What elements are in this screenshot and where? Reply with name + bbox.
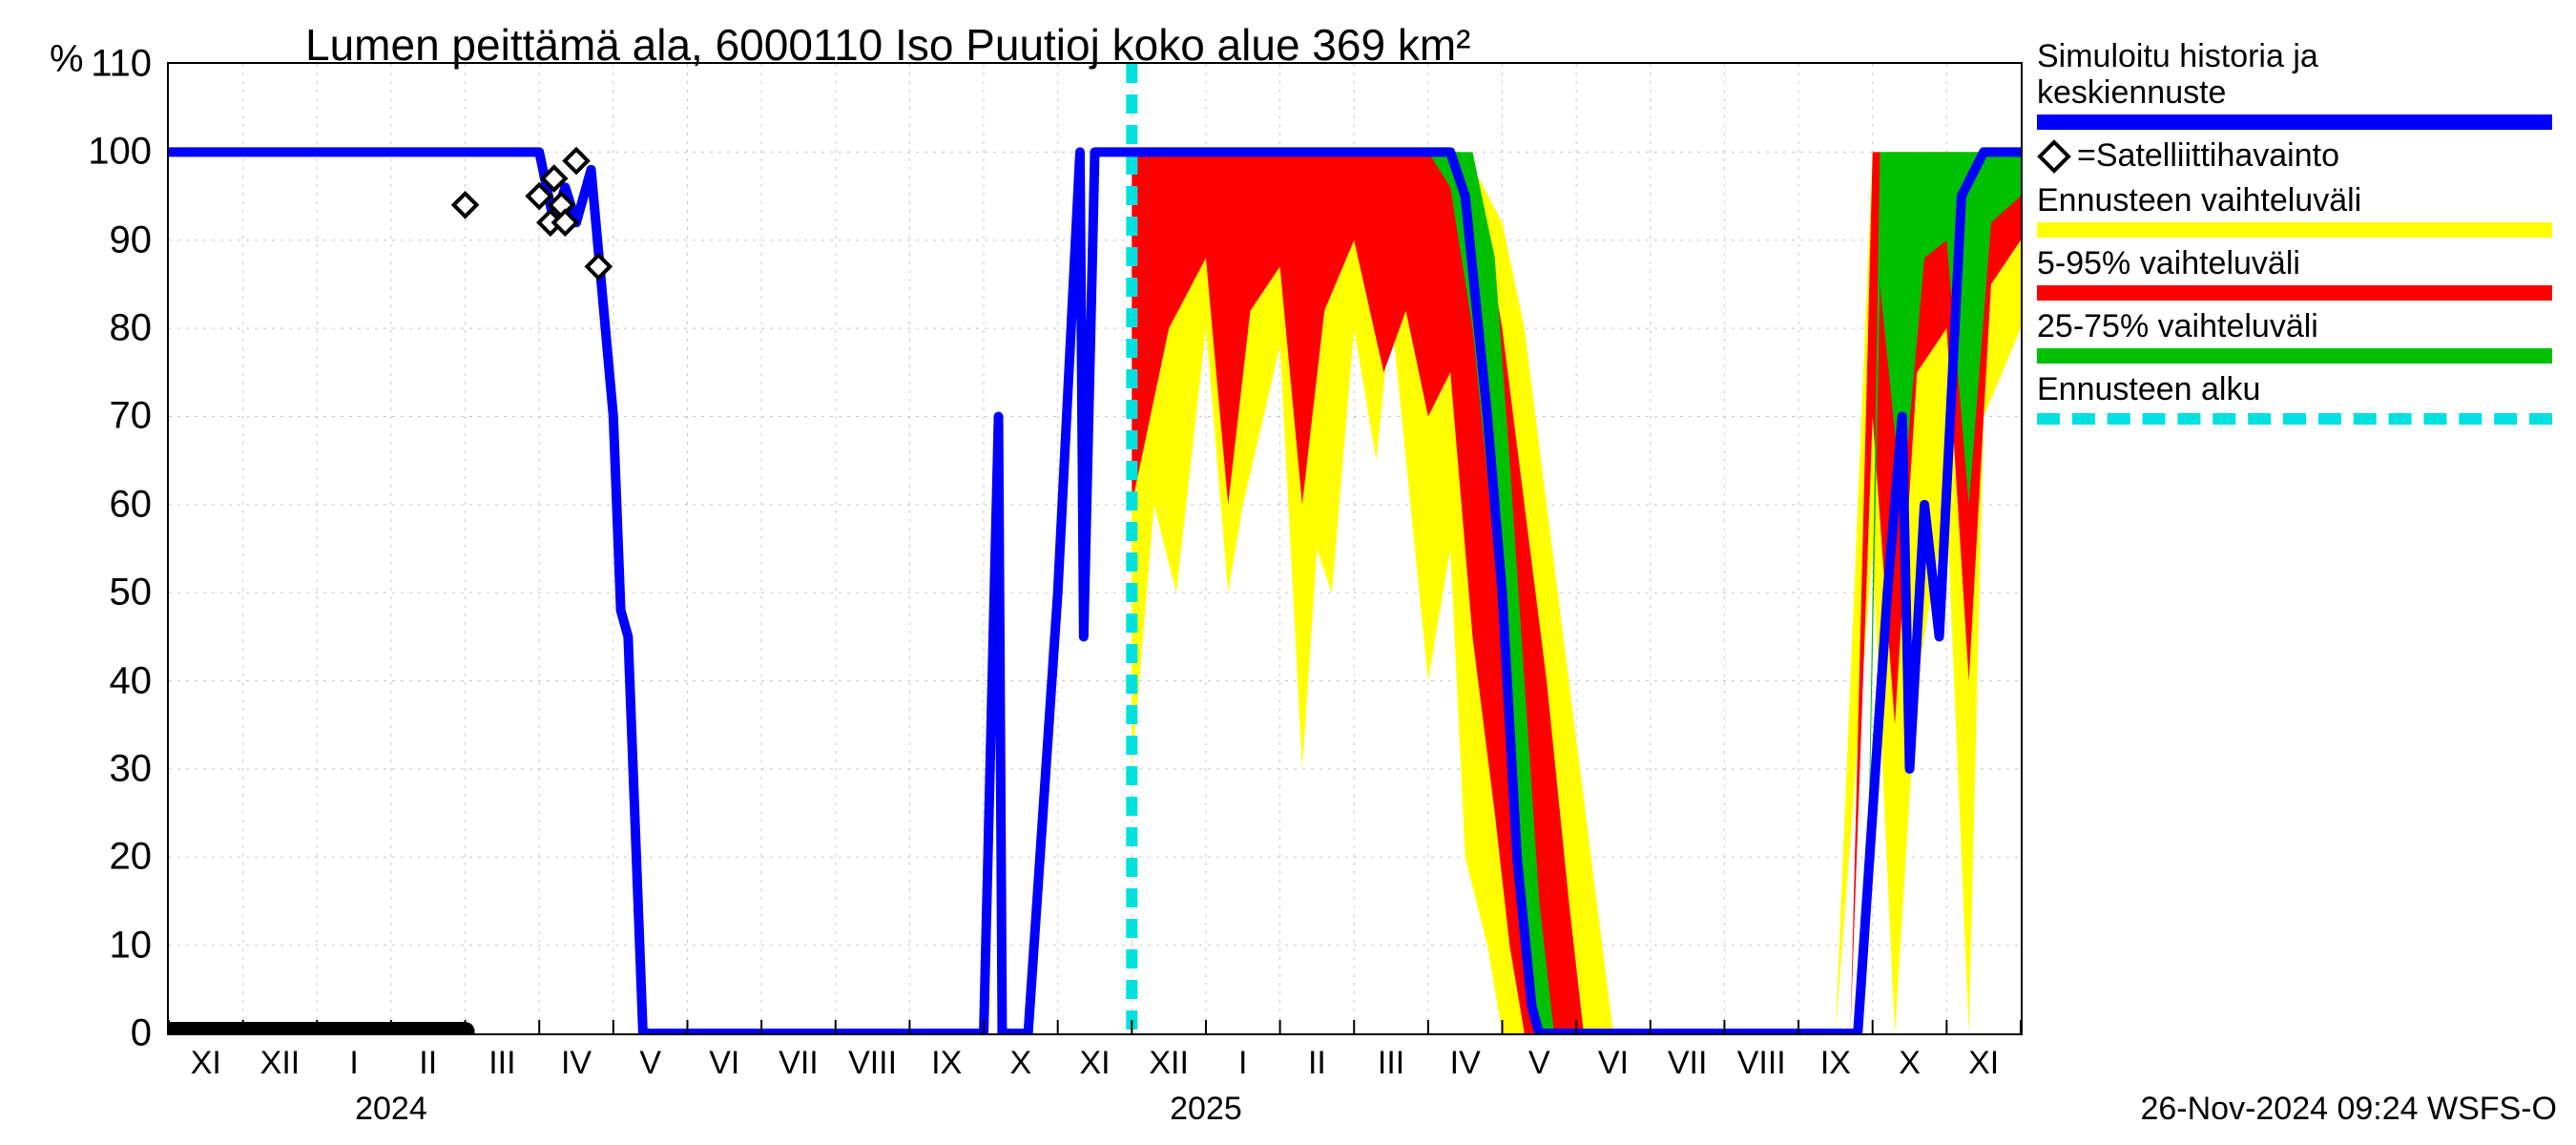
legend-range-25-75-label: 25-75% vaihteluväli — [2037, 308, 2571, 344]
x-tick: XII — [260, 1045, 301, 1082]
legend-range-25-75-swatch — [2037, 348, 2552, 364]
x-tick: XII — [1149, 1045, 1189, 1082]
legend-range-5-95: 5-95% vaihteluväli — [2037, 245, 2571, 301]
x-year-label: 2025 — [1170, 1091, 1242, 1128]
legend-start-swatch — [2037, 413, 2552, 425]
x-tick: IX — [931, 1045, 962, 1082]
x-year-label: 2024 — [355, 1091, 427, 1128]
x-tick: III — [488, 1045, 515, 1082]
snow-cover-chart-container: Lumen peittämä ala, 6000110 Iso Puutioj … — [0, 0, 2576, 1145]
x-tick: I — [349, 1045, 358, 1082]
plot-svg — [169, 64, 2021, 1033]
x-tick: VII — [779, 1045, 819, 1082]
x-tick: II — [1308, 1045, 1326, 1082]
y-tick: 30 — [110, 747, 153, 790]
footer-timestamp: 26-Nov-2024 09:24 WSFS-O — [2140, 1091, 2557, 1128]
x-tick: IV — [1450, 1045, 1481, 1082]
x-tick: I — [1238, 1045, 1247, 1082]
y-tick: 100 — [88, 131, 152, 174]
legend-sim: Simuloitu historia ja keskiennuste — [2037, 38, 2571, 130]
x-tick: IX — [1820, 1045, 1851, 1082]
y-tick: 60 — [110, 483, 153, 526]
diamond-icon — [2037, 139, 2071, 174]
x-tick: III — [1378, 1045, 1404, 1082]
x-tick: V — [1528, 1045, 1550, 1082]
x-tick: XI — [1968, 1045, 1999, 1082]
x-tick: VII — [1668, 1045, 1708, 1082]
x-tick: VIII — [1737, 1045, 1786, 1082]
legend-range-full-swatch — [2037, 222, 2552, 238]
x-tick: IV — [561, 1045, 592, 1082]
x-tick: VI — [709, 1045, 739, 1082]
legend-sim-label: Simuloitu historia ja keskiennuste — [2037, 38, 2571, 111]
x-tick: X — [1899, 1045, 1921, 1082]
y-tick: 110 — [91, 43, 152, 86]
y-tick: 70 — [110, 395, 153, 438]
x-tick: XI — [191, 1045, 221, 1082]
x-tick: VI — [1598, 1045, 1629, 1082]
y-tick: 20 — [110, 836, 153, 879]
legend-range-full-label: Ennusteen vaihteluväli — [2037, 182, 2571, 219]
y-tick: 90 — [110, 219, 153, 261]
y-tick: 0 — [131, 1012, 152, 1055]
plot-area: 0102030405060708090100110XIXIIIIIIIIIVVV… — [167, 62, 2023, 1035]
x-tick: VIII — [848, 1045, 897, 1082]
legend-range-25-75: 25-75% vaihteluväli — [2037, 308, 2571, 364]
y-tick: 50 — [110, 572, 153, 614]
legend: Simuloitu historia ja keskiennuste =Sate… — [2037, 38, 2571, 432]
legend-start: Ennusteen alku — [2037, 371, 2571, 425]
legend-sat-label: =Satelliittihavainto — [2077, 137, 2339, 175]
x-tick: XI — [1079, 1045, 1110, 1082]
legend-range-5-95-swatch — [2037, 285, 2552, 301]
y-tick: 10 — [110, 924, 153, 967]
legend-start-label: Ennusteen alku — [2037, 371, 2571, 407]
x-tick: II — [419, 1045, 437, 1082]
y-tick: 80 — [110, 307, 153, 350]
legend-sim-swatch — [2037, 114, 2552, 130]
legend-range-5-95-label: 5-95% vaihteluväli — [2037, 245, 2571, 281]
legend-range-full: Ennusteen vaihteluväli — [2037, 182, 2571, 238]
y-tick: 40 — [110, 659, 153, 702]
x-tick: X — [1010, 1045, 1032, 1082]
legend-sat: =Satelliittihavainto — [2037, 137, 2571, 175]
y-axis-unit: % — [50, 38, 84, 81]
x-tick: V — [639, 1045, 661, 1082]
